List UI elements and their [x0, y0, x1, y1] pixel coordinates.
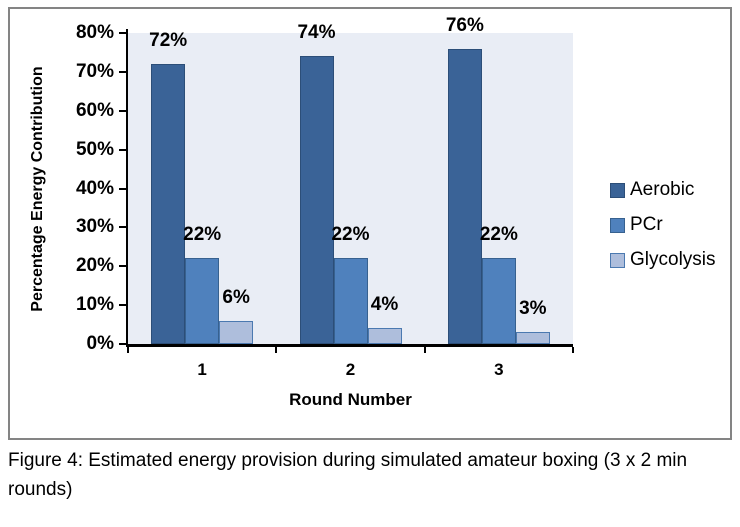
legend-label-glycolysis: Glycolysis [630, 249, 716, 270]
chart-box: Percentage Energy Contribution 0% 10% 20% 3… [8, 7, 732, 440]
x-axis-tick [423, 347, 426, 353]
bar-aerobic-round-2 [299, 56, 334, 344]
x-axis-title: Round Number [289, 390, 412, 409]
y-axis-tick [119, 148, 126, 151]
data-label-pcr-round-2: 22% [331, 224, 370, 246]
legend-label-pcr: PCr [630, 214, 663, 235]
bar-glycolysis-round-2 [367, 328, 402, 344]
y-axis-tick-label: 20% [75, 255, 114, 277]
y-axis-tick-label: 0% [86, 333, 114, 354]
y-axis-line [126, 29, 128, 344]
legend-swatch-glycolysis-icon [610, 252, 625, 268]
bar-aerobic-round-1 [151, 64, 186, 344]
y-axis-tick [119, 226, 126, 229]
data-label-pcr-round-1: 22% [183, 224, 222, 246]
bar-glycolysis-round-3 [515, 332, 550, 344]
bar-glycolysis-round-1 [219, 320, 254, 344]
data-label-glycolysis-round-2: 4% [370, 294, 399, 316]
legend-item-glycolysis: Glycolysis [610, 249, 728, 270]
y-axis-tick [119, 70, 126, 73]
x-axis-category-label: 1 [197, 360, 207, 379]
y-axis-tick-label: 40% [75, 177, 114, 199]
data-label-aerobic-round-3: 76% [445, 14, 484, 36]
legend-swatch-aerobic-icon [610, 182, 625, 198]
x-axis-category-label: 3 [494, 360, 504, 379]
bar-pcr-round-2 [333, 258, 368, 344]
legend-item-aerobic: Aerobic [610, 179, 728, 200]
data-label-aerobic-round-2: 74% [297, 22, 336, 44]
y-axis-title: Percentage Energy Contribution [29, 66, 46, 312]
x-axis-tick [275, 347, 278, 353]
y-axis-tick-label: 80% [75, 22, 114, 43]
y-axis-tick-label: 50% [75, 138, 114, 160]
figure-caption: Figure 4: Estimated energy provision dur… [8, 450, 688, 500]
data-label-glycolysis-round-1: 6% [222, 286, 250, 308]
y-axis-tick-label: 60% [75, 99, 114, 121]
legend: Aerobic PCr Glycolysis [610, 179, 728, 285]
y-axis-tick [119, 187, 126, 190]
y-axis-tick [119, 304, 126, 307]
bar-aerobic-round-3 [447, 48, 482, 344]
data-label-glycolysis-round-3: 3% [519, 298, 547, 320]
data-label-pcr-round-3: 22% [479, 224, 518, 246]
x-axis-category-label: 2 [345, 360, 356, 379]
y-axis-tick-label: 70% [75, 60, 114, 82]
y-axis-tick [119, 265, 126, 268]
y-axis-tick-label: 10% [75, 294, 114, 316]
data-label-aerobic-round-1: 72% [149, 30, 188, 52]
y-axis-tick [119, 32, 126, 34]
bar-pcr-round-3 [481, 258, 516, 344]
x-axis-tick [127, 347, 129, 353]
bar-pcr-round-1 [185, 258, 220, 344]
x-axis-line [126, 344, 573, 347]
legend-label-aerobic: Aerobic [630, 179, 695, 200]
legend-item-pcr: PCr [610, 214, 728, 235]
y-axis-tick [119, 343, 126, 345]
legend-swatch-pcr-icon [610, 217, 625, 233]
y-axis-tick [119, 109, 126, 112]
x-axis-tick [572, 347, 574, 353]
y-axis-tick-label: 30% [75, 216, 114, 238]
